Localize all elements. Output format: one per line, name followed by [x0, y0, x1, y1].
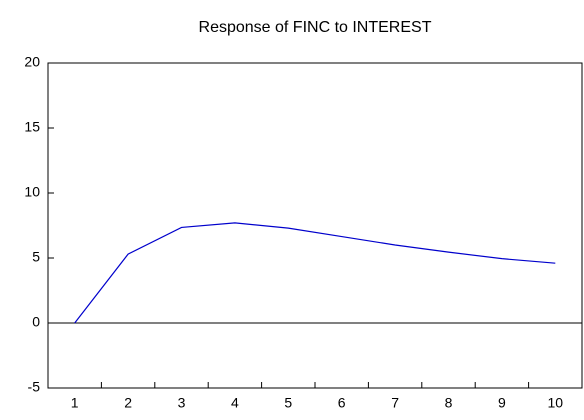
y-tick-label: 20 [24, 54, 40, 70]
y-tick-label: 10 [24, 184, 40, 200]
y-tick-label: -5 [28, 379, 41, 395]
x-tick-label: 7 [391, 395, 399, 411]
y-tick-label: 15 [24, 119, 40, 135]
y-tick-label: 5 [32, 249, 40, 265]
x-tick-label: 6 [338, 395, 346, 411]
x-tick-label: 5 [284, 395, 292, 411]
x-tick-label: 3 [178, 395, 186, 411]
chart-title: Response of FINC to INTEREST [199, 19, 432, 36]
x-tick-label: 8 [445, 395, 453, 411]
y-tick-label: 0 [32, 314, 40, 330]
x-tick-label: 1 [71, 395, 79, 411]
line [74, 222, 556, 324]
x-tick-label: 9 [498, 395, 506, 411]
x-tick-label: 10 [548, 395, 564, 411]
plot-frame [47, 62, 583, 389]
x-tick-label: 4 [231, 395, 239, 411]
x-tick-label: 2 [124, 395, 132, 411]
